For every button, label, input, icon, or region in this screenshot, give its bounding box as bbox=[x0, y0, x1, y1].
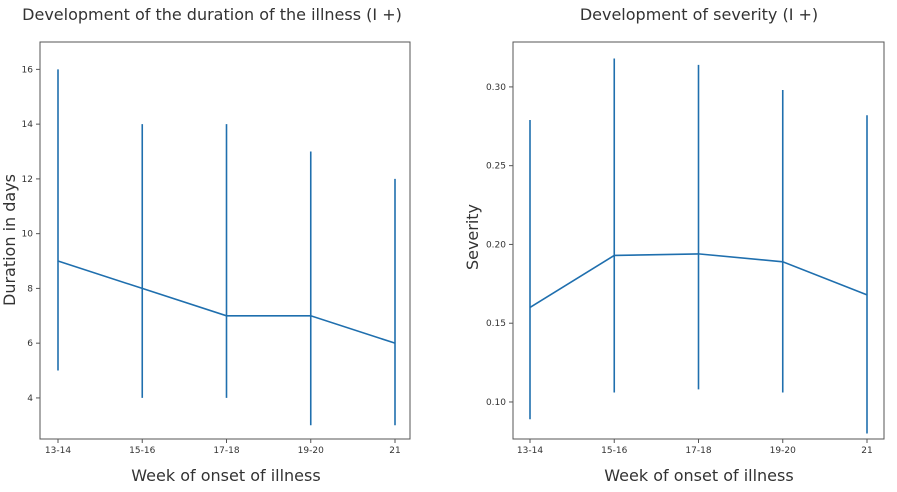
x-tick-label: 19-20 bbox=[770, 446, 796, 456]
plot-frame bbox=[39, 41, 411, 440]
y-tick-label: 0.20 bbox=[486, 240, 506, 250]
y-tick-label: 14 bbox=[22, 120, 34, 130]
chart-panel-1: Development of the duration of the illne… bbox=[0, 5, 411, 485]
x-tick-label: 15-16 bbox=[129, 446, 155, 456]
y-tick-label: 16 bbox=[22, 65, 34, 75]
x-tick-label: 21 bbox=[389, 446, 400, 456]
y-tick-label: 0.25 bbox=[486, 162, 506, 172]
y-tick-label: 8 bbox=[27, 284, 33, 294]
y-tick-label: 10 bbox=[22, 230, 34, 240]
x-tick-label: 13-14 bbox=[517, 446, 543, 456]
series-line bbox=[529, 253, 868, 309]
x-tick-label: 17-18 bbox=[685, 446, 711, 456]
y-axis-label: Severity bbox=[463, 204, 482, 270]
x-tick-label: 13-14 bbox=[45, 446, 71, 456]
series-line bbox=[57, 260, 396, 344]
x-tick-label: 21 bbox=[861, 446, 872, 456]
x-tick-label: 17-18 bbox=[213, 446, 239, 456]
y-tick-label: 0.30 bbox=[486, 83, 506, 93]
y-tick-label: 0.15 bbox=[486, 319, 506, 329]
y-axis-label: Duration in days bbox=[0, 174, 19, 306]
x-tick-label: 15-16 bbox=[601, 446, 627, 456]
y-tick-label: 4 bbox=[27, 394, 33, 404]
y-tick-label: 12 bbox=[22, 175, 33, 185]
chart-panel-2: Development of severity (I +) Week of ons… bbox=[463, 5, 885, 485]
x-axis-label: Week of onset of illness bbox=[604, 466, 793, 485]
chart-title: Development of severity (I +) bbox=[580, 5, 818, 24]
chart-title: Development of the duration of the illne… bbox=[22, 5, 402, 24]
x-tick-label: 19-20 bbox=[298, 446, 324, 456]
x-axis-label: Week of onset of illness bbox=[131, 466, 320, 485]
y-tick-label: 0.10 bbox=[486, 398, 506, 408]
y-tick-label: 6 bbox=[27, 339, 33, 349]
